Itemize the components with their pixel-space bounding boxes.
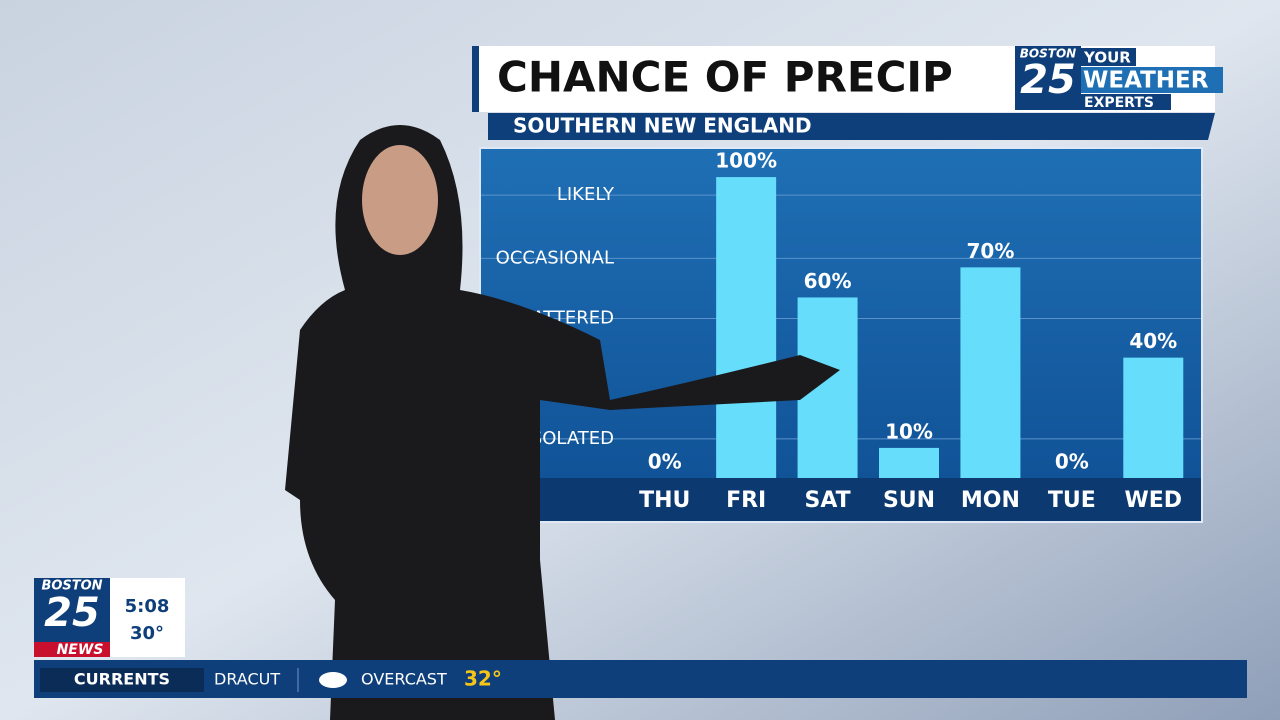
value-label: 0%	[1055, 450, 1089, 474]
y-tick-label: OCCASIONAL	[496, 247, 614, 268]
logo-weather-bg	[1081, 67, 1223, 93]
ticker-bar	[34, 660, 1247, 698]
ticker-location: DRACUT	[214, 670, 280, 689]
plot: ISOLATEDSCATTEREDOCCASIONALLIKELY0%THU10…	[481, 149, 1201, 513]
logo-top: BOSTON	[1020, 47, 1076, 61]
chart-title: CHANCE OF PRECIP	[497, 53, 953, 102]
value-label: 100%	[715, 149, 777, 173]
ticker-label: CURRENTS	[74, 670, 170, 689]
corner-logo-red	[34, 642, 110, 657]
x-tick-label: SAT	[804, 488, 850, 513]
bar	[960, 267, 1021, 478]
corner-time: 5:08	[125, 596, 170, 617]
presenter-face	[362, 145, 438, 255]
logo-number: 25	[1020, 57, 1076, 103]
value-label: 10%	[885, 419, 933, 443]
y-tick-label: ISOLATED	[526, 428, 615, 449]
logo-weather: WEATHER	[1083, 68, 1209, 94]
category-band	[481, 478, 1201, 521]
bar	[1123, 357, 1184, 478]
ticker-icon	[319, 672, 347, 688]
bar	[716, 177, 777, 478]
ticker-label-bg	[40, 668, 204, 692]
logo-your-bg	[1081, 48, 1136, 66]
logo-your: YOUR	[1083, 49, 1131, 67]
corner-logo-number: 25	[44, 590, 100, 636]
ticker-condition: OVERCAST	[361, 670, 447, 689]
value-label: 60%	[804, 269, 852, 293]
value-label: 40%	[1129, 329, 1177, 353]
x-tick-label: SUN	[883, 488, 935, 513]
title-accent	[472, 46, 479, 112]
ticker-temperature: 32°	[464, 667, 502, 691]
chart-subtitle: SOUTHERN NEW ENGLAND	[513, 114, 812, 138]
value-label: 70%	[966, 239, 1014, 263]
x-tick-label: THU	[639, 488, 690, 513]
corner-temperature: 30°	[130, 623, 164, 644]
x-tick-label: WED	[1125, 488, 1183, 513]
x-tick-label: FRI	[726, 488, 766, 513]
y-tick-label: LIKELY	[557, 184, 615, 205]
logo-experts: EXPERTS	[1084, 95, 1154, 111]
bar	[879, 447, 939, 478]
x-tick-label: MON	[961, 488, 1020, 513]
value-label: 0%	[648, 450, 682, 474]
corner-logo-bottom: NEWS	[57, 642, 104, 658]
logo-badge	[1015, 46, 1081, 110]
presenter	[285, 125, 840, 720]
logo-experts-bg	[1081, 94, 1171, 110]
x-tick-label: TUE	[1048, 488, 1096, 513]
subtitle-bar	[488, 113, 1215, 140]
corner-logo-top: BOSTON	[41, 579, 102, 594]
